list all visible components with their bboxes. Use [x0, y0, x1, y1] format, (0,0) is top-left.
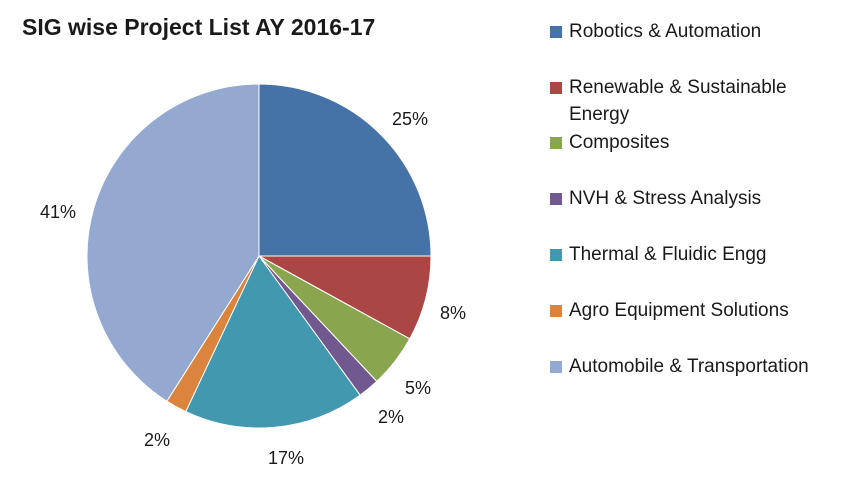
legend-label: Automobile & Transportation: [569, 356, 809, 377]
data-label-5: 2%: [144, 430, 170, 450]
legend-swatch: [550, 193, 562, 205]
chart-title: SIG wise Project List AY 2016-17: [22, 14, 376, 40]
data-label-0: 25%: [392, 109, 428, 129]
legend-item-agro: Agro Equipment Solutions: [550, 297, 839, 324]
data-label-1: 8%: [440, 303, 466, 323]
legend-swatch: [550, 26, 562, 38]
legend-label: Renewable & Sustainable Energy: [569, 77, 787, 125]
legend-label: Robotics & Automation: [569, 21, 762, 42]
legend-label: Composites: [569, 132, 670, 153]
data-label-6: 41%: [40, 202, 76, 222]
pie-slice-4: [185, 255, 361, 429]
legend-swatch: [550, 82, 562, 94]
legend-swatch: [550, 137, 562, 149]
legend-swatch: [550, 361, 562, 373]
legend-item-nvh: NVH & Stress Analysis: [550, 185, 839, 212]
pie-data-labels: 25%8%5%2%17%2%41%: [40, 109, 466, 468]
data-label-4: 17%: [268, 448, 304, 468]
legend-item-robotics: Robotics & Automation: [550, 18, 839, 45]
pie-slices: [86, 83, 432, 429]
pie-slice-6: [86, 83, 260, 402]
pie-slice-0: [258, 83, 432, 257]
legend-swatch: [550, 249, 562, 261]
legend-label: Agro Equipment Solutions: [569, 300, 789, 321]
legend-item-automobile: Automobile & Transportation: [550, 353, 839, 380]
legend-item-thermal: Thermal & Fluidic Engg: [550, 241, 839, 268]
data-label-2: 5%: [405, 378, 431, 398]
legend-item-composites: Composites: [550, 129, 839, 156]
data-label-3: 2%: [378, 407, 404, 427]
legend-swatch: [550, 305, 562, 317]
legend-label: Thermal & Fluidic Engg: [569, 244, 767, 265]
legend-label: NVH & Stress Analysis: [569, 188, 762, 209]
legend-item-renewable: Renewable & Sustainable Energy: [550, 74, 839, 128]
